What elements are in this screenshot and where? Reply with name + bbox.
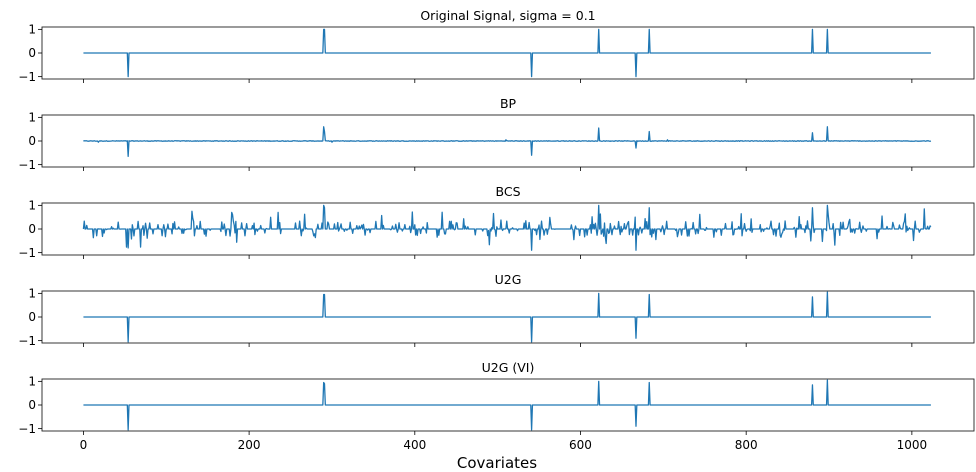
y-tick-label: 0 <box>28 222 36 236</box>
subplot-5: U2G (VI) 1 0 −1 <box>18 360 975 436</box>
series-line <box>83 126 932 158</box>
y-tick-label: 1 <box>28 199 36 213</box>
subplot-2: BP 1 0 −1 <box>18 96 975 172</box>
x-tick-label: 400 <box>403 438 426 452</box>
subplot-4: U2G 1 0 −1 <box>18 272 975 348</box>
y-tick-label: −1 <box>18 158 36 172</box>
x-tick-label: 1000 <box>897 438 928 452</box>
y-tick-label: 1 <box>28 23 36 37</box>
y-tick-label: −1 <box>18 334 36 348</box>
subplot-stack: Original Signal, sigma = 0.110−1BP10−1BC… <box>18 8 975 436</box>
y-tick-label: 0 <box>28 310 36 324</box>
y-tick-label: −1 <box>18 70 36 84</box>
subplot-1: Original Signal, sigma = 0.1 1 0 −1 <box>18 8 975 84</box>
series-line <box>83 291 931 343</box>
series-line <box>83 28 931 78</box>
x-tick-label: 200 <box>238 438 261 452</box>
y-tick-label: 1 <box>28 111 36 125</box>
series-line <box>83 379 931 431</box>
subplot-title: BCS <box>495 184 520 199</box>
y-tick-label: −1 <box>18 422 36 436</box>
subplot-title: Original Signal, sigma = 0.1 <box>420 8 595 23</box>
x-axis-label: Covariates <box>457 454 537 472</box>
y-tick-label: 0 <box>28 134 36 148</box>
y-tick-label: 0 <box>28 46 36 60</box>
x-tick-label: 600 <box>569 438 592 452</box>
x-axis: 0 200 400 600 800 1000 <box>80 438 928 452</box>
subplot-title: U2G <box>495 272 522 287</box>
subplot-title: BP <box>500 96 517 111</box>
subplot-3: BCS 1 0 −1 <box>18 184 975 260</box>
y-tick-label: 1 <box>28 287 36 301</box>
x-tick-label: 0 <box>80 438 88 452</box>
series-line <box>82 204 932 251</box>
x-tick-label: 800 <box>735 438 758 452</box>
y-tick-label: −1 <box>18 246 36 260</box>
y-tick-label: 0 <box>28 398 36 412</box>
y-tick-label: 1 <box>28 375 36 389</box>
subplot-title: U2G (VI) <box>482 360 535 375</box>
